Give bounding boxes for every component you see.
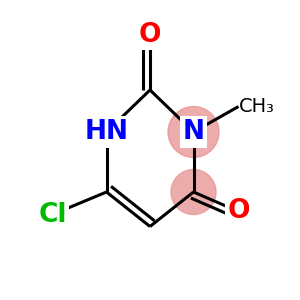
Text: N: N: [182, 119, 205, 145]
Text: CH₃: CH₃: [238, 97, 274, 116]
Text: O: O: [139, 22, 161, 47]
Text: O: O: [139, 22, 161, 47]
Text: Cl: Cl: [38, 202, 67, 227]
Text: O: O: [227, 199, 250, 224]
Text: HN: HN: [85, 119, 128, 145]
Circle shape: [168, 106, 219, 158]
Text: O: O: [227, 199, 250, 224]
Text: HN: HN: [85, 119, 128, 145]
Text: Cl: Cl: [38, 202, 67, 227]
Text: N: N: [182, 119, 205, 145]
Circle shape: [171, 169, 216, 214]
